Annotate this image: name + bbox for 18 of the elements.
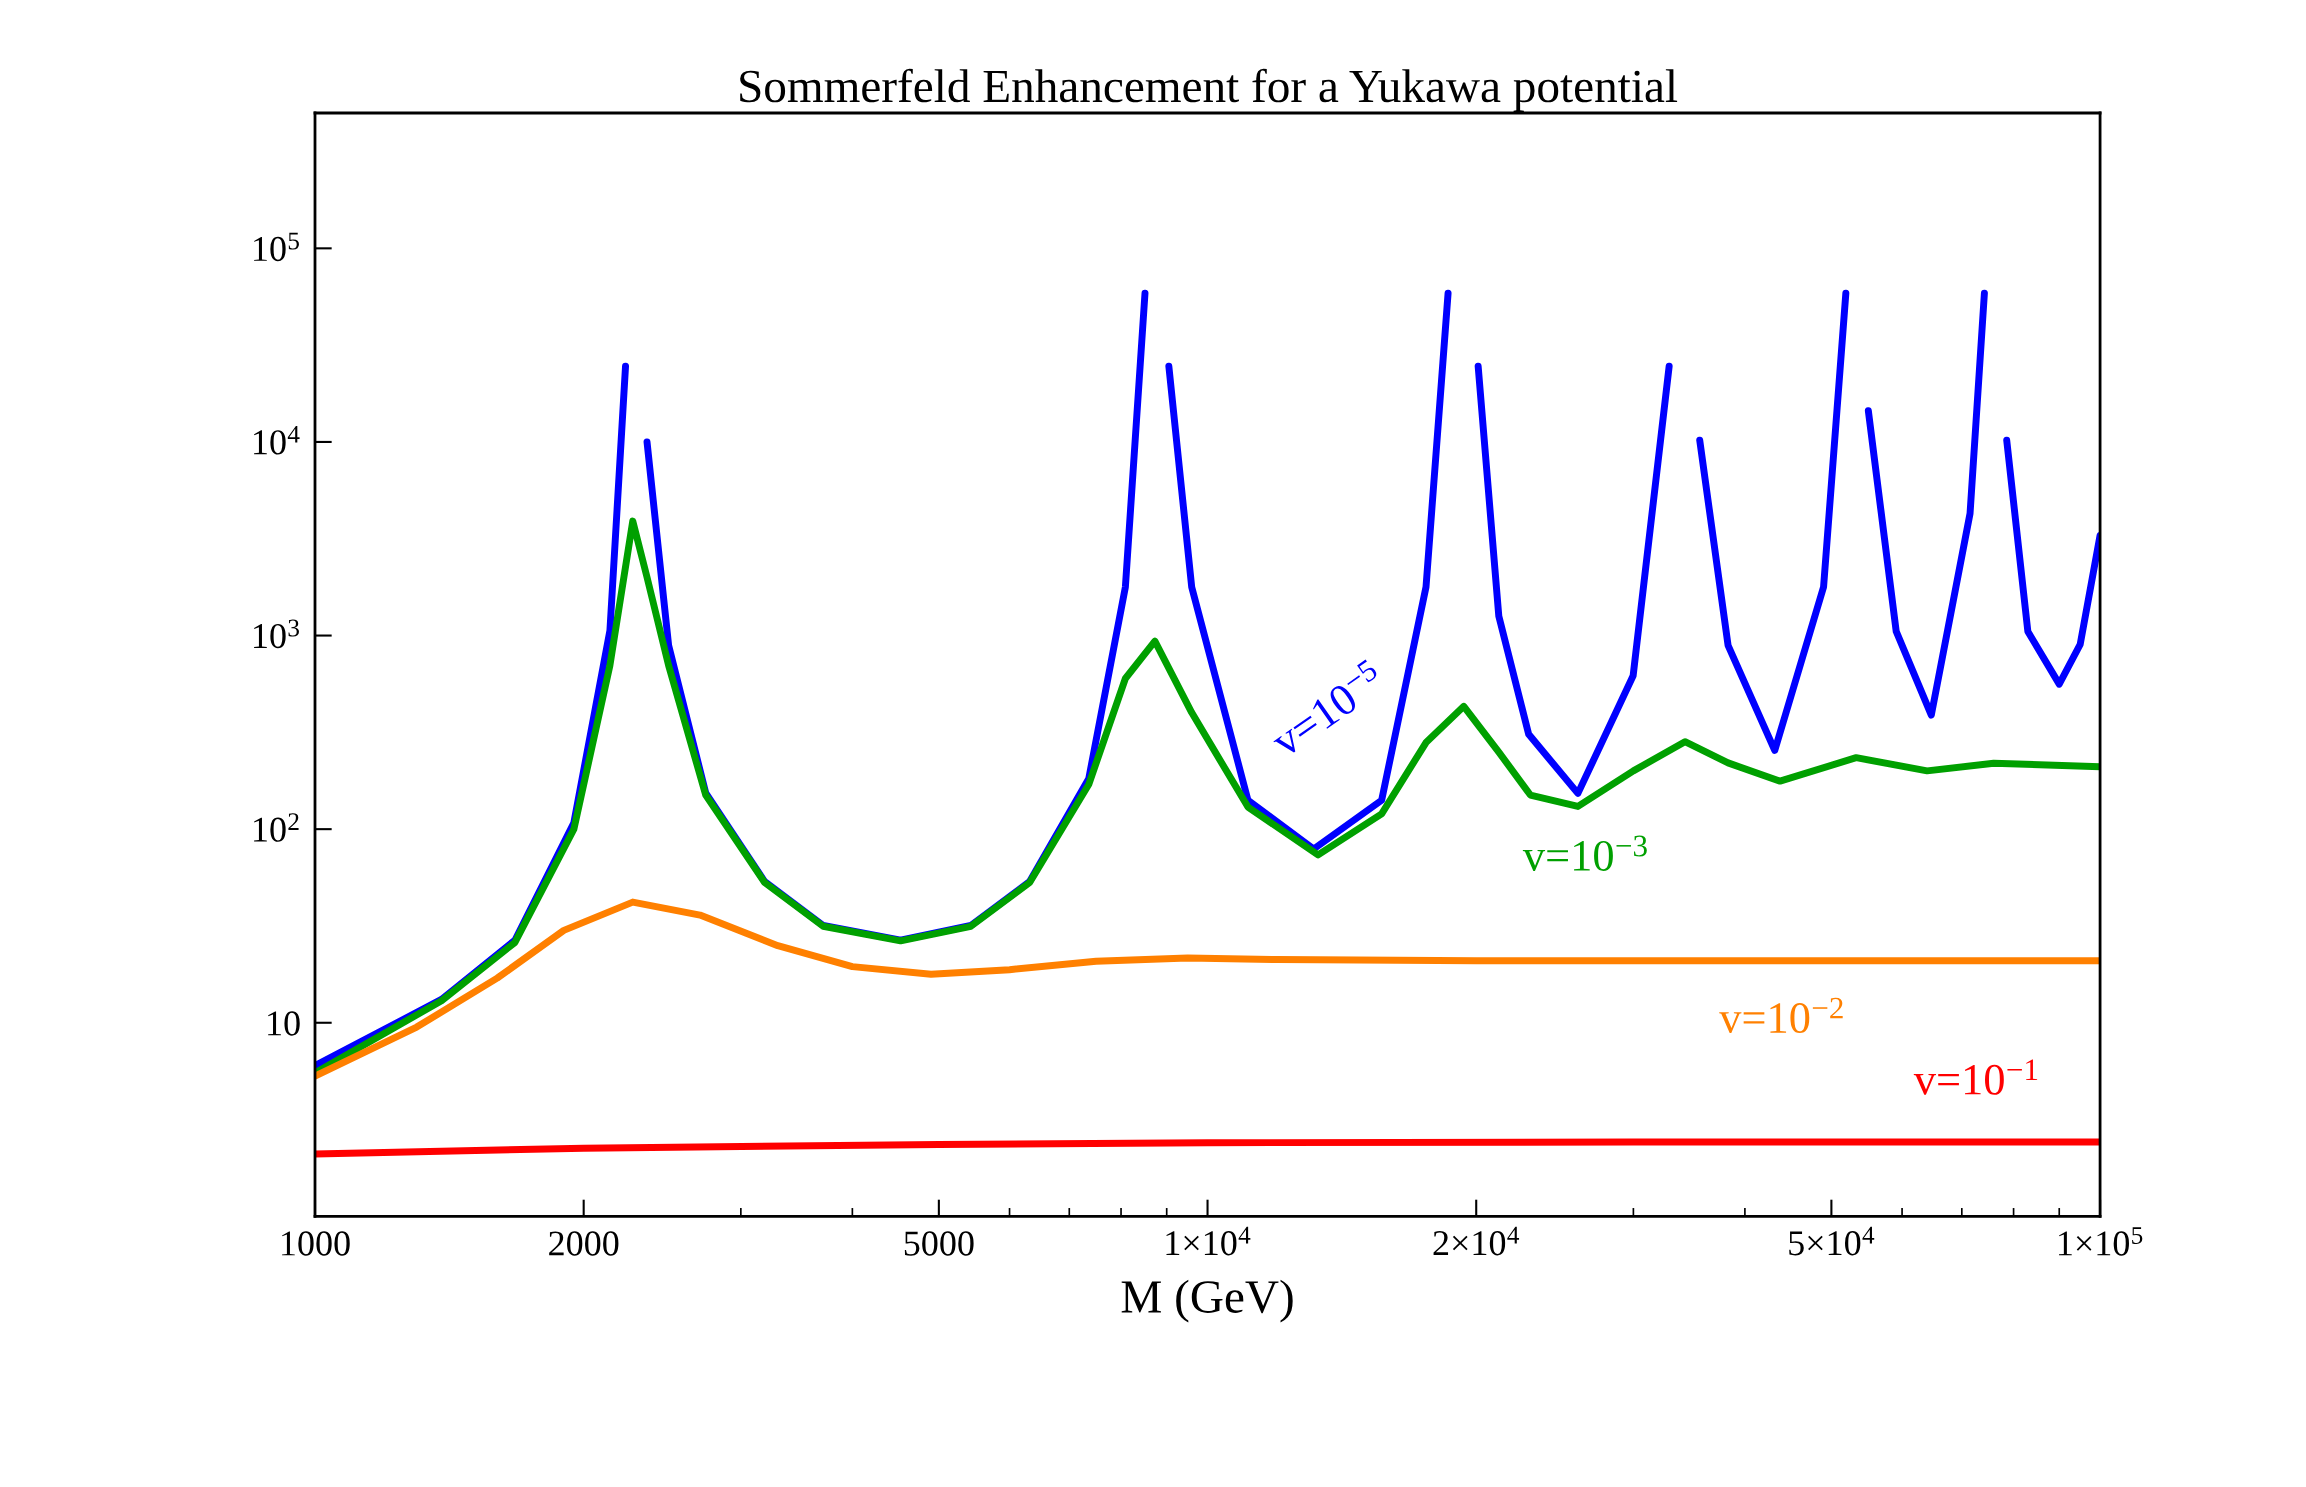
x-tick-label: 5×10$^{4}$ — [1789, 1226, 1875, 1256]
x-axis-title: M (GeV) — [1121, 1279, 1293, 1323]
y-tick-label: 10$^{4}$ — [254, 425, 300, 455]
y-tick-label: 10 — [268, 1011, 300, 1036]
series-label: v=10$^{−1}$ — [1913, 1059, 2038, 1095]
x-tick-label: 1×10$^{5}$ — [2059, 1227, 2143, 1256]
y-tick-label: 10$^{3}$ — [254, 619, 299, 649]
x-tick-label: 5000 — [904, 1231, 974, 1256]
series-label: v=10$^{−2}$ — [1719, 997, 1843, 1034]
series-label: v=10$^{−3}$ — [1522, 835, 1647, 871]
x-tick-label: 1000 — [282, 1231, 350, 1256]
x-tick-label: 2×10$^{4}$ — [1433, 1226, 1520, 1256]
y-tick-label: 10$^{2}$ — [254, 813, 299, 842]
y-tick-label: 10$^{5}$ — [254, 232, 299, 262]
x-tick-label: 2000 — [549, 1231, 619, 1256]
text: v=10$^{−5}$ — [1265, 658, 1387, 759]
x-tick-label: 1×10$^{4}$ — [1166, 1226, 1251, 1256]
chart-title: Sommerfeld Enhancement for a Yukawa potential — [740, 68, 1678, 112]
